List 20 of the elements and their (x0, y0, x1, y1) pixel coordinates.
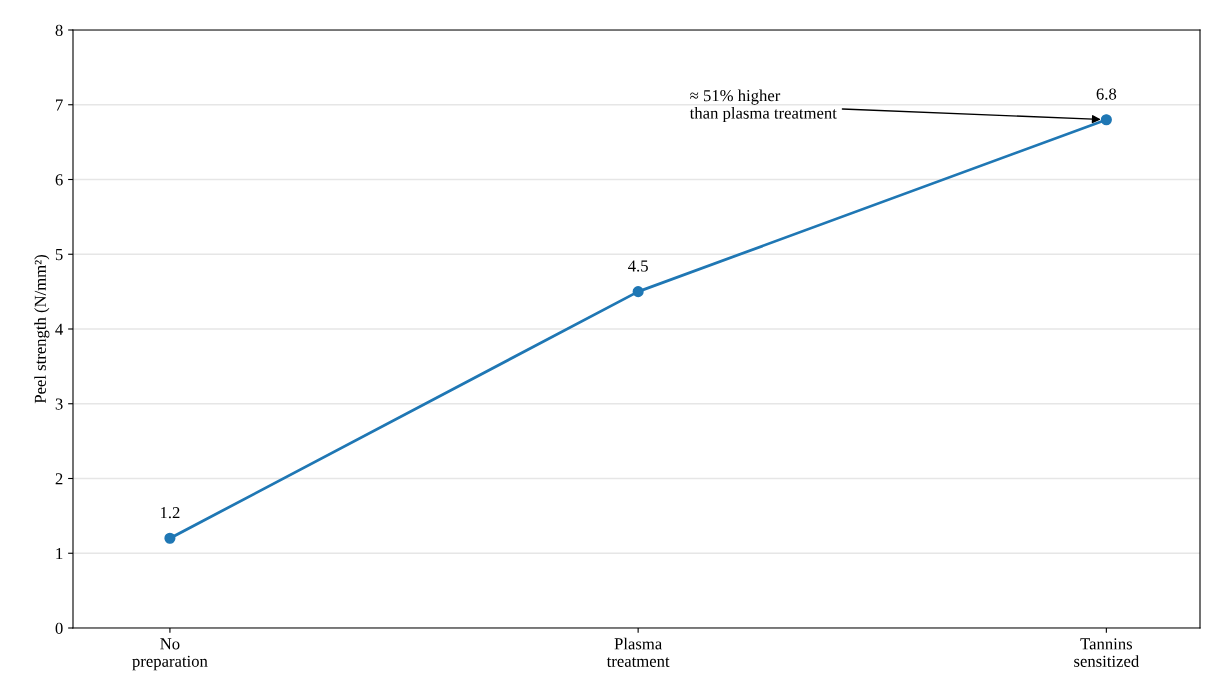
point (632, 286, 644, 298)
annotation: ≈ 51% higher than plasma treatment (689, 89, 837, 123)
y-tick-label: 7 (56, 99, 63, 111)
x-tick-label: Plasma treatment (606, 637, 670, 667)
y-tick-label: 4 (55, 323, 64, 335)
point (164, 532, 176, 544)
x-tick-label: Tannins sensitized (1074, 638, 1140, 667)
point (1100, 114, 1112, 126)
y-tick-label: 2 (55, 473, 63, 485)
data-label: 4.5 (628, 260, 648, 272)
y-tick-label: 0 (55, 622, 63, 634)
y-tick-label: 8 (55, 24, 63, 36)
y-tick-label: 3 (55, 398, 63, 410)
y-tick-label: 6 (55, 174, 63, 186)
y-tick-label: 1 (56, 548, 63, 560)
data-label: 6.8 (1096, 88, 1117, 100)
y-axis-title: Peel strength (N/mm²) (34, 255, 50, 404)
x-tick-label: No preparation (132, 638, 208, 671)
data-label: 1.2 (160, 507, 180, 519)
y-tick-label: 5 (55, 249, 63, 261)
